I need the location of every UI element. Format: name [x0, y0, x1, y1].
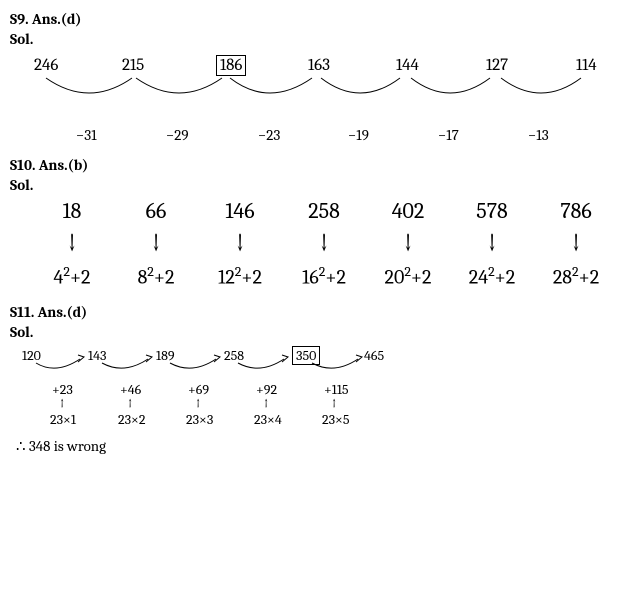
down-arrow-icon: ↓: [68, 224, 76, 263]
down-arrow-icon: ↓: [320, 224, 328, 263]
up-arrow-icon: ↑: [264, 395, 268, 412]
formula-label: 202+2: [385, 263, 432, 289]
series-number: 146: [225, 198, 254, 224]
formula-label: 242+2: [469, 263, 515, 289]
series-number: 258: [308, 198, 340, 224]
section-s11: S11. Ans.(d) Sol. 120143189258350465+23+…: [10, 303, 626, 455]
conclusion-s11: ∴ 348 is wrong: [16, 437, 626, 455]
heading-s9: S9. Ans.(d): [10, 10, 626, 28]
series-number: 189: [156, 347, 175, 364]
diff-label: −23: [258, 126, 280, 144]
series-number: 258: [224, 347, 244, 364]
diff-label: +115: [324, 381, 349, 398]
down-arrow-icon: ↓: [572, 224, 580, 263]
series-number: 163: [308, 56, 330, 75]
series-number: 578: [476, 198, 507, 224]
heading-s10: S10. Ans.(b): [10, 156, 626, 174]
factor-label: 23×3: [186, 411, 213, 428]
series-column: 786↓282+2: [534, 198, 618, 289]
diff-label: −29: [166, 126, 189, 144]
up-arrow-icon: ↑: [60, 395, 64, 412]
section-s9: S9. Ans.(d) Sol. 246 215 186 163 144 127 114 −3…: [10, 10, 626, 142]
diff-label: −13: [528, 126, 549, 144]
series-number: 402: [392, 198, 425, 224]
series-column: 18↓42+2: [30, 198, 114, 289]
series-number: 465: [364, 347, 384, 364]
section-s10: S10. Ans.(b) Sol. 18↓42+266↓82+2146↓122+…: [10, 156, 626, 289]
formula-label: 122+2: [218, 263, 262, 289]
series-number: 127: [486, 56, 508, 75]
series-column: 402↓202+2: [366, 198, 450, 289]
series-number: 143: [88, 347, 106, 364]
up-arrow-icon: ↑: [332, 395, 336, 412]
down-arrow-icon: ↓: [404, 224, 412, 263]
series-number: 66: [146, 198, 167, 224]
series-area-s9: 246 215 186 163 144 127 114 −31 −29 −23 −19 −17 −13: [16, 52, 616, 142]
series-column: 578↓242+2: [450, 198, 534, 289]
down-arrow-icon: ↓: [236, 224, 244, 263]
series-column: 258↓162+2: [282, 198, 366, 289]
factor-label: 23×1: [50, 411, 76, 428]
formula-label: 162+2: [302, 263, 346, 289]
factor-label: 23×2: [118, 411, 145, 428]
diff-label: −17: [438, 126, 459, 144]
boxed-number: 350: [292, 347, 320, 364]
series-number: 246: [34, 56, 58, 75]
series-area-s11: 120143189258350465+23+46+69+92+115↑↑↑↑↑2…: [16, 345, 436, 431]
series-number: 144: [396, 56, 419, 75]
factor-label: 23×5: [322, 411, 349, 428]
sol-s9: Sol.: [10, 30, 626, 48]
boxed-number: 186: [216, 56, 246, 75]
down-arrow-icon: ↓: [488, 224, 496, 263]
up-arrow-icon: ↑: [196, 395, 200, 412]
down-arrow-icon: ↓: [152, 224, 160, 263]
sol-s10: Sol.: [10, 176, 626, 194]
factor-label: 23×4: [254, 411, 282, 428]
series-number: 18: [63, 198, 82, 224]
series-number: 215: [122, 56, 144, 75]
up-arrow-icon: ↑: [128, 395, 132, 412]
heading-s11: S11. Ans.(d): [10, 303, 626, 321]
formula-label: 42+2: [54, 263, 91, 289]
series-column: 66↓82+2: [114, 198, 198, 289]
diff-label: −31: [76, 126, 97, 144]
diff-label: −19: [348, 126, 369, 144]
formula-label: 82+2: [138, 263, 175, 289]
series-number: 120: [22, 347, 41, 364]
series-number: 786: [560, 198, 591, 224]
sol-s11: Sol.: [10, 323, 626, 341]
series-column: 146↓122+2: [198, 198, 282, 289]
formula-label: 282+2: [553, 263, 599, 289]
series-area-s10: 18↓42+266↓82+2146↓122+2258↓162+2402↓202+…: [30, 198, 626, 289]
series-number: 114: [576, 56, 597, 75]
